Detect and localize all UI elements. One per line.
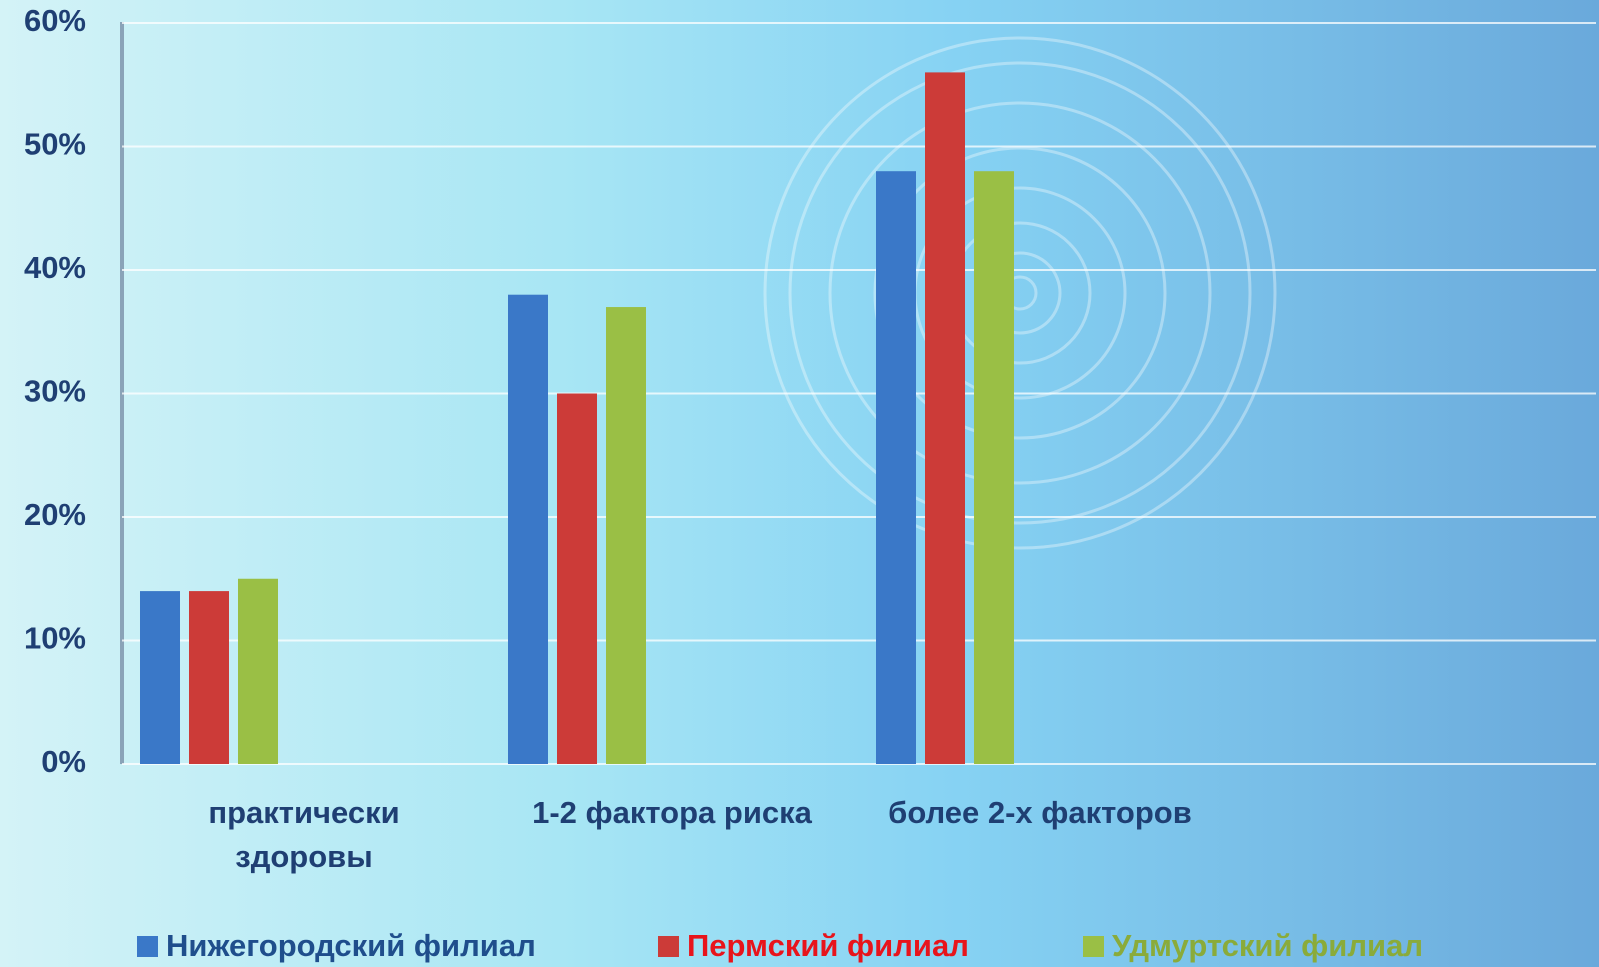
legend-label: Пермский филиал (687, 928, 969, 963)
legend-swatch (658, 935, 679, 957)
bar (925, 72, 965, 764)
y-tick-label: 30% (24, 374, 86, 409)
bar (140, 591, 180, 764)
legend-swatch (137, 935, 158, 957)
legend-item: Пермский филиал (658, 928, 969, 964)
decor-circles (763, 36, 1277, 550)
y-tick-label: 60% (24, 3, 86, 38)
bar (606, 307, 646, 764)
y-tick-label: 40% (24, 250, 86, 285)
legend-label: Нижегородский филиал (166, 928, 536, 963)
x-tick-label: более 2-х факторов (888, 795, 1192, 830)
x-tick-label: 1-2 фактора риска (532, 795, 812, 830)
bar (189, 591, 229, 764)
bar (238, 578, 278, 764)
legend-item: Удмуртский филиал (1083, 928, 1423, 964)
x-tick-label: практически здоровы (208, 795, 400, 874)
legend-label: Удмуртский филиал (1112, 928, 1424, 963)
bar (508, 294, 548, 764)
y-tick-label: 10% (24, 621, 86, 656)
legend-item: Нижегородский филиал (137, 928, 536, 964)
y-tick-label: 0% (41, 744, 86, 779)
bar (876, 171, 916, 764)
legend-swatch (1083, 935, 1104, 957)
bar (974, 171, 1014, 764)
bar (557, 393, 597, 764)
y-tick-label: 50% (24, 127, 86, 162)
y-tick-label: 20% (24, 497, 86, 532)
